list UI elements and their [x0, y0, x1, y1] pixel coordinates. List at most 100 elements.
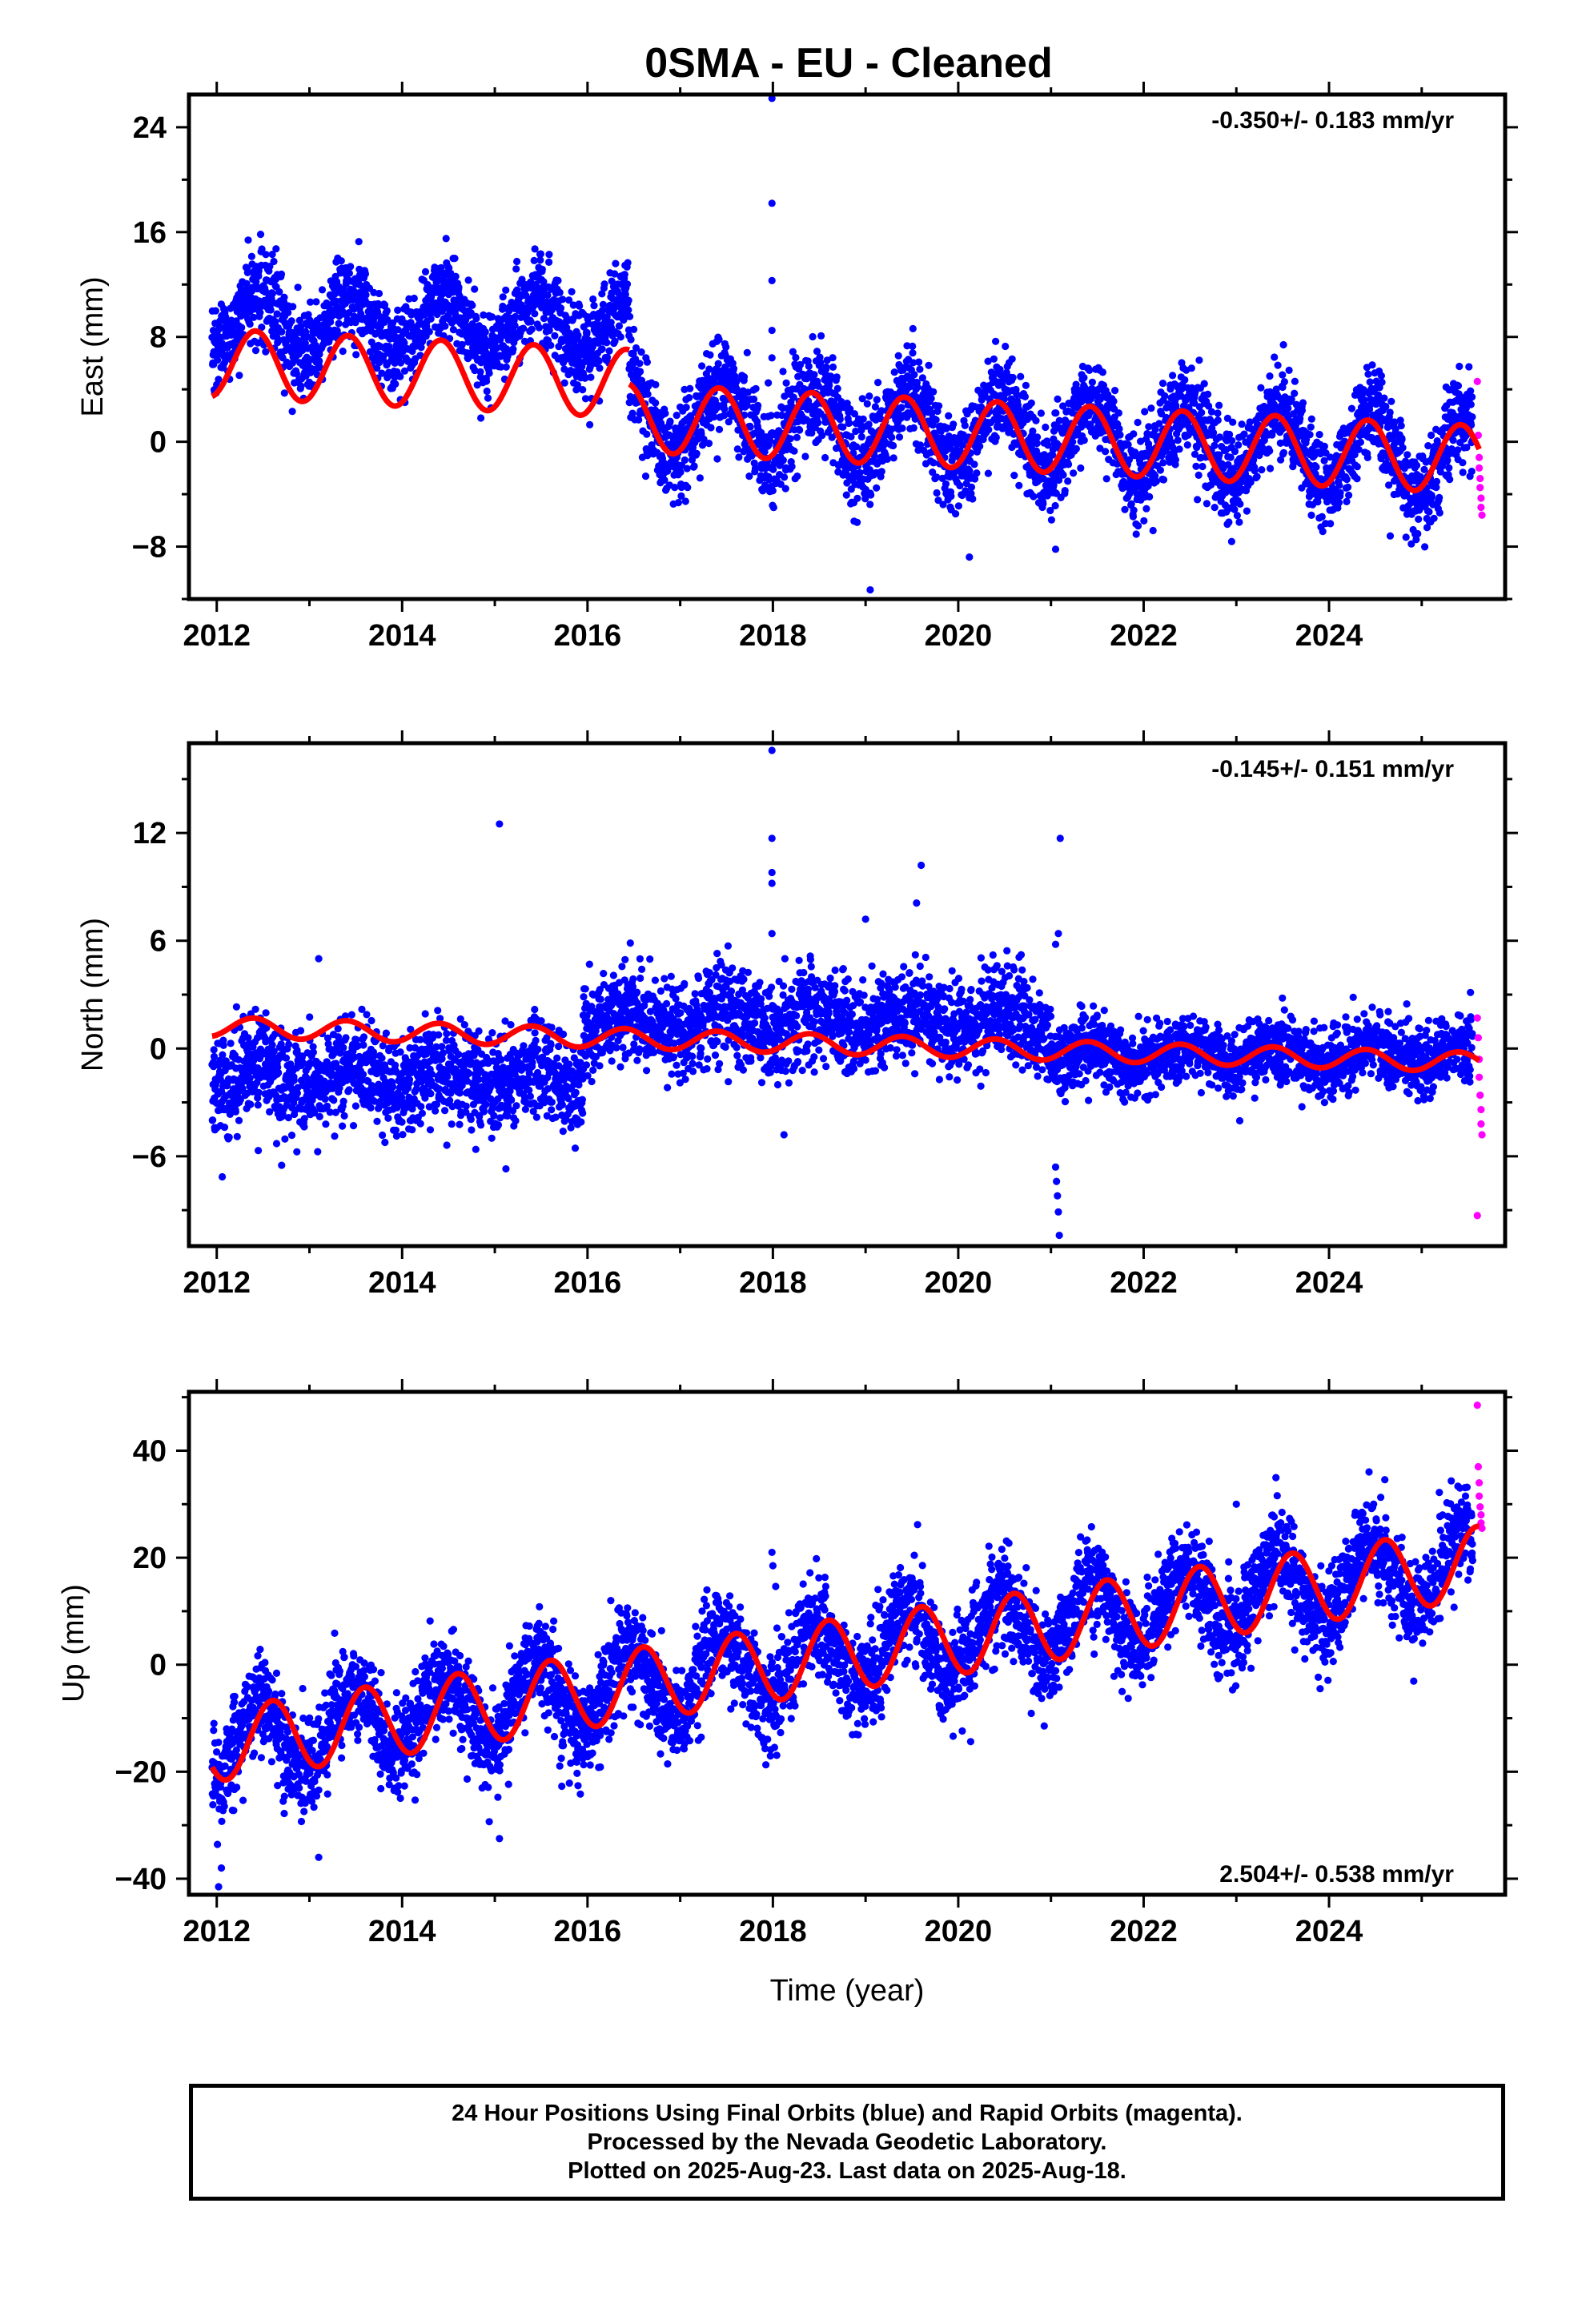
- panels: 2012 2014 2016 2018 2020 2022 2024−8081624East…: [57, 82, 1518, 2008]
- final-orbit-point: [556, 304, 565, 312]
- x-tick-label: 2014: [368, 619, 436, 653]
- final-orbit-point: [1183, 441, 1191, 449]
- east-plot-area: [208, 94, 1486, 594]
- final-orbit-point: [661, 476, 669, 485]
- final-orbit-point: [630, 325, 638, 333]
- final-orbit-point: [867, 491, 875, 499]
- y-tick-label: −8: [132, 531, 167, 565]
- final-orbit-point: [1279, 340, 1287, 349]
- final-orbit-point: [1061, 487, 1069, 495]
- final-orbit-point: [268, 251, 276, 259]
- final-orbit-point: [786, 435, 794, 443]
- final-orbit-point: [842, 491, 850, 499]
- final-orbit-point: [255, 1088, 263, 1096]
- final-orbit-point: [933, 489, 941, 497]
- final-orbit-point: [209, 1116, 217, 1124]
- final-orbit-point: [698, 362, 706, 370]
- final-orbit-point: [930, 459, 938, 467]
- final-orbit-point: [1086, 420, 1094, 428]
- final-orbit-point: [295, 316, 303, 324]
- final-orbit-point: [210, 1052, 219, 1060]
- final-orbit-point: [574, 332, 582, 340]
- final-orbit-point: [1343, 497, 1351, 506]
- final-orbit-point: [502, 286, 510, 294]
- final-orbit-point: [1055, 416, 1063, 424]
- final-orbit-point: [1145, 423, 1153, 431]
- final-orbit-point: [973, 469, 981, 477]
- final-orbit-point: [1077, 464, 1085, 472]
- final-orbit-point: [554, 276, 562, 284]
- final-orbit-point: [713, 455, 721, 463]
- x-tick-label: 2018: [739, 619, 807, 653]
- final-orbit-point: [1463, 444, 1471, 452]
- final-orbit-point: [847, 432, 855, 441]
- final-orbit-point: [743, 401, 751, 409]
- final-orbit-point: [273, 310, 281, 318]
- final-orbit-point: [351, 319, 359, 327]
- final-orbit-point: [400, 339, 408, 347]
- final-orbit-point: [636, 368, 644, 376]
- final-orbit-point: [677, 461, 686, 469]
- final-orbit-point: [735, 453, 743, 461]
- final-orbit-point: [1267, 464, 1275, 472]
- final-orbit-point: [1125, 456, 1133, 464]
- final-orbit-point: [536, 250, 545, 258]
- final-orbit-point: [877, 407, 885, 415]
- final-orbit-point: [1266, 447, 1274, 455]
- rapid-orbit-point: [1475, 453, 1484, 461]
- final-orbit-point: [471, 285, 479, 293]
- final-orbit-point: [1407, 540, 1415, 548]
- final-orbit-point: [1022, 381, 1030, 389]
- final-orbit-point: [1034, 433, 1042, 441]
- final-orbit-point: [1047, 516, 1055, 524]
- final-orbit-point: [222, 313, 230, 321]
- final-orbit-point: [1193, 444, 1201, 452]
- final-orbit-point: [1121, 505, 1129, 513]
- final-orbit-point: [536, 256, 544, 264]
- final-orbit-point: [256, 308, 264, 316]
- final-orbit-point: [1449, 436, 1457, 444]
- final-orbit-point: [1251, 467, 1259, 475]
- x-tick-label: 2016: [554, 619, 622, 653]
- north-panel: 2012 2014 2016 2018 2020 2022 2024−60612North …: [76, 730, 1518, 1300]
- final-orbit-point: [1238, 420, 1246, 428]
- final-orbit-point: [1215, 433, 1224, 441]
- final-orbit-point: [873, 396, 881, 404]
- final-orbit-point: [781, 485, 789, 493]
- final-orbit-point: [817, 332, 825, 340]
- final-orbit-point: [1227, 537, 1235, 545]
- final-orbit-point: [1253, 472, 1261, 480]
- final-orbit-point: [1086, 366, 1094, 374]
- final-orbit-point: [1372, 377, 1380, 385]
- final-orbit-point: [1319, 528, 1327, 536]
- final-orbit-point: [1159, 476, 1168, 484]
- final-orbit-point: [1205, 402, 1213, 410]
- final-orbit-point: [1200, 380, 1208, 388]
- rapid-orbit-point: [1477, 503, 1485, 512]
- final-orbit-point: [1098, 368, 1106, 376]
- final-orbit-point: [1421, 543, 1429, 551]
- final-orbit-point: [603, 339, 611, 347]
- final-orbit-point: [480, 335, 489, 343]
- final-orbit-point: [251, 347, 260, 355]
- final-orbit-point: [796, 426, 804, 434]
- final-orbit-point: [1398, 436, 1406, 444]
- final-orbit-point: [1459, 459, 1467, 467]
- final-orbit-point: [1226, 430, 1234, 439]
- final-orbit-point: [829, 363, 837, 371]
- final-orbit-point: [1134, 522, 1142, 530]
- east-frame: [187, 92, 1508, 601]
- final-orbit-point: [1132, 530, 1140, 538]
- final-orbit-point: [829, 354, 837, 362]
- final-orbit-point: [1134, 418, 1142, 427]
- final-orbit-point: [1356, 438, 1364, 446]
- final-orbit-point: [1070, 469, 1078, 477]
- final-orbit-point: [746, 423, 754, 431]
- final-orbit-point: [789, 348, 797, 356]
- final-orbit-point: [624, 296, 632, 304]
- final-orbit-point: [1306, 431, 1314, 439]
- final-orbit-point: [621, 290, 629, 299]
- final-orbit-point: [684, 484, 692, 492]
- final-orbit-point: [956, 481, 964, 490]
- final-orbit-point: [1204, 390, 1212, 398]
